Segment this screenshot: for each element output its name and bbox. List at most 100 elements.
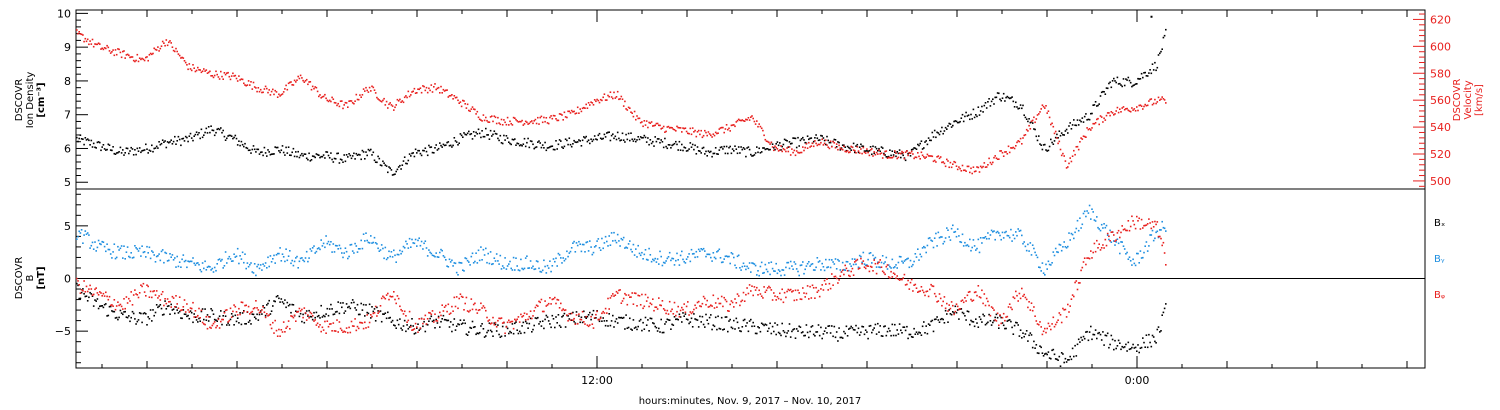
bx-point [918, 331, 920, 334]
density-point [347, 156, 349, 158]
bx-point [803, 334, 805, 337]
bx-point [258, 313, 261, 316]
density-point [330, 152, 332, 154]
by-point [697, 248, 700, 251]
velocity-point [216, 73, 218, 76]
density-point [929, 139, 931, 142]
bz-point [1047, 322, 1050, 325]
velocity-point [414, 92, 417, 94]
density-point [336, 152, 338, 155]
by-point [601, 237, 603, 240]
bz-point [482, 305, 485, 307]
bz-point [781, 288, 783, 291]
by-point [786, 261, 788, 264]
velocity-point [814, 140, 816, 142]
bz-point [413, 328, 416, 330]
velocity-point [591, 102, 594, 104]
bx-point [1053, 353, 1056, 356]
bz-point [186, 303, 188, 305]
bx-point [556, 322, 558, 324]
by-point [470, 255, 473, 258]
by-point [77, 235, 79, 238]
velocity-point [526, 121, 528, 124]
velocity-point [593, 99, 596, 101]
by-point [102, 241, 105, 243]
bz-point [995, 320, 998, 322]
bx-point [994, 316, 996, 319]
by-point [301, 257, 303, 259]
by-point [864, 264, 867, 267]
bz-point [1051, 323, 1053, 325]
bz-point [356, 325, 359, 328]
density-point [713, 152, 716, 155]
velocity-point [848, 151, 850, 154]
density-point [985, 107, 988, 109]
density-tick-label: 7 [64, 109, 71, 122]
by-point [477, 249, 480, 252]
bz-point [226, 309, 228, 311]
density-point [665, 145, 667, 148]
bz-point [917, 291, 919, 293]
bz-point [309, 311, 312, 314]
density-point [314, 156, 316, 159]
by-point [269, 255, 272, 257]
bx-point [966, 310, 969, 312]
density-point [881, 147, 884, 149]
density-point [675, 140, 677, 143]
bz-point [327, 325, 330, 328]
density-point [125, 147, 128, 149]
velocity-point [94, 43, 96, 45]
velocity-point [183, 60, 186, 62]
velocity-tick-label: 540 [1430, 121, 1451, 134]
bz-point [193, 316, 195, 318]
by-point [604, 235, 607, 238]
bz-point [131, 304, 134, 306]
density-point [965, 111, 967, 114]
velocity-point [1024, 134, 1027, 136]
bz-point [130, 291, 132, 293]
density-point [604, 136, 607, 138]
velocity-point [389, 102, 391, 104]
bz-point [572, 319, 574, 321]
bx-point [138, 312, 141, 314]
density-point [471, 138, 474, 140]
by-point [566, 250, 568, 253]
density-point [624, 141, 626, 143]
bx-point [136, 320, 139, 323]
bx-point [852, 328, 855, 331]
bz-point [741, 299, 744, 302]
density-point [662, 146, 665, 149]
bz-point [134, 289, 136, 291]
velocity-point [961, 164, 964, 167]
velocity-point [712, 133, 715, 135]
bz-point [1143, 224, 1145, 227]
velocity-point [493, 115, 496, 117]
bx-point [431, 320, 434, 323]
density-point [423, 149, 425, 152]
bz-point [706, 299, 708, 302]
by-point [941, 236, 943, 238]
density-point [405, 162, 407, 165]
bx-point [387, 311, 389, 314]
velocity-point [992, 161, 994, 164]
by-point [855, 263, 857, 266]
velocity-point [1080, 137, 1082, 139]
density-point [82, 138, 84, 140]
by-point [373, 236, 376, 239]
velocity-point [637, 117, 639, 120]
by-point [938, 236, 941, 239]
bx-point [952, 311, 954, 313]
by-point [679, 254, 682, 257]
density-point [959, 120, 961, 123]
density-point [1042, 144, 1045, 146]
by-point [632, 243, 635, 246]
bz-point [897, 278, 900, 280]
by-point [287, 255, 290, 257]
by-point [971, 246, 973, 249]
bz-point [975, 291, 977, 293]
density-point [1054, 136, 1057, 139]
b-tick-label: 5 [64, 220, 71, 233]
by-point [426, 255, 429, 257]
bx-point [256, 313, 258, 316]
bz-point [201, 321, 204, 324]
